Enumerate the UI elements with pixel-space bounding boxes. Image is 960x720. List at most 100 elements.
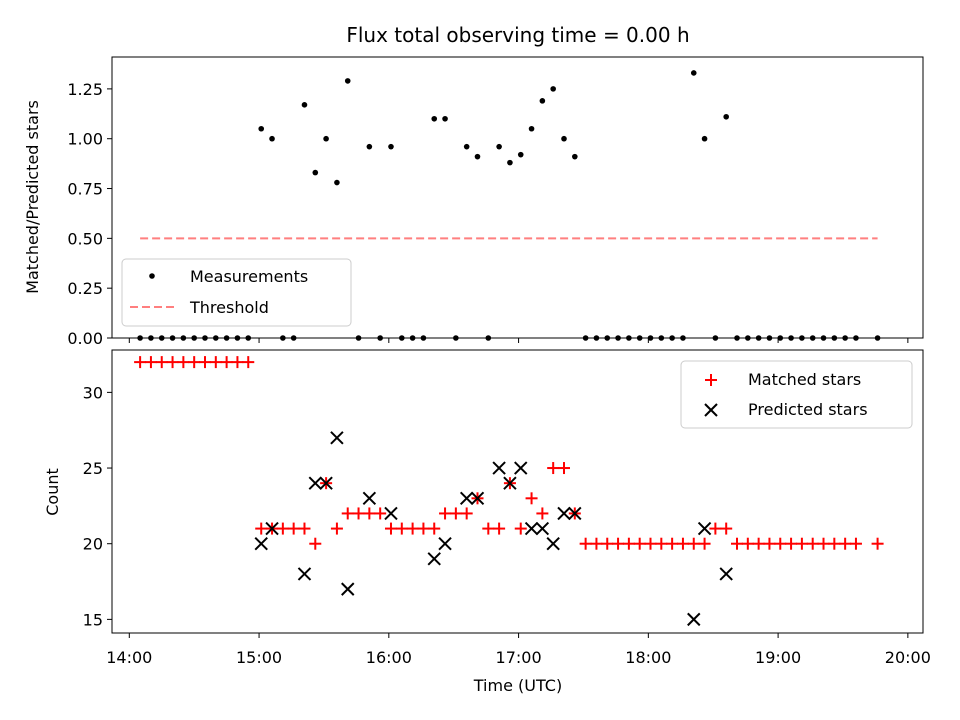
legend-measurements-label: Measurements [190, 267, 308, 286]
predicted-star-x-b [362, 491, 377, 506]
x-tick-label: 14:00 [106, 648, 152, 667]
predicted-star-x-b [384, 506, 398, 521]
predicted-star-x-b [719, 567, 733, 581]
matched-star-point [209, 356, 222, 369]
predicted-star-x-b [254, 537, 268, 551]
x-tick-label: 19:00 [755, 648, 801, 667]
predicted-star-point [514, 461, 528, 475]
measurement-point [334, 179, 340, 186]
measurement-point [496, 143, 502, 150]
measurement-point [301, 102, 308, 108]
matched-star-point [774, 537, 787, 550]
matched-star-point [177, 356, 190, 369]
predicted-star-x-b [568, 506, 582, 521]
matched-star-point [231, 356, 244, 369]
chart-title: Flux total observing time = 0.00 h [346, 23, 689, 47]
matched-star-point [622, 537, 635, 550]
bottom-marks [134, 356, 884, 627]
matched-star-point [644, 537, 657, 550]
predicted-star-x-b [438, 537, 452, 551]
legend-matched-marker [705, 374, 717, 386]
predicted-star-point [384, 506, 398, 521]
predicted-star-x-b [319, 476, 333, 490]
measurement-point [517, 151, 524, 158]
measurement-point [690, 70, 697, 76]
measurement-point [550, 86, 556, 92]
predicted-star-x-b [697, 521, 712, 536]
legend-predicted-marker [704, 403, 718, 417]
predicted-star-point [697, 521, 712, 536]
bottom-axes-frame [111, 349, 924, 634]
matched-star-point [144, 356, 157, 369]
predicted-star-x-b [557, 506, 571, 521]
predicted-star-point [297, 567, 312, 581]
predicted-star-point [568, 506, 582, 521]
top-y-ticks: 0.00 0.25 0.50 0.75 1.00 1.25 [67, 80, 112, 348]
x-tick-label: 15:00 [236, 648, 282, 667]
matched-star-point [287, 522, 300, 535]
matched-star-point [655, 537, 668, 550]
matched-star-point [406, 522, 419, 535]
matched-star-point [871, 537, 884, 550]
top-y-tick-label: 0.25 [67, 279, 103, 298]
matched-star-point [352, 507, 365, 520]
matched-star-point [220, 356, 233, 369]
predicted-star-point [319, 476, 333, 490]
matched-star-point [849, 537, 862, 550]
predicted-star-x-b [341, 582, 355, 596]
matched-star-point [493, 522, 506, 535]
measurement-point [474, 153, 481, 160]
bottom-y-tick-label: 30 [83, 383, 103, 402]
predicted-star-x-b [514, 461, 528, 475]
bottom-y-tick-label: 25 [83, 459, 103, 478]
measurement-point [539, 98, 546, 104]
measurement-point [723, 113, 729, 120]
predicted-star-point [459, 491, 474, 506]
top-y-axis-label: Matched/Predicted stars [23, 100, 42, 294]
matched-star-point [460, 507, 473, 520]
matched-star-point [439, 507, 452, 520]
matched-star-point [752, 537, 765, 550]
measurement-point [312, 169, 319, 176]
predicted-star-point [492, 461, 506, 475]
matched-star-point [676, 537, 689, 550]
matched-star-point [514, 522, 527, 535]
x-tick-label: 18:00 [625, 648, 671, 667]
predicted-star-point [308, 476, 322, 490]
matched-star-point [785, 537, 798, 550]
matched-star-point [374, 507, 387, 520]
predicted-star-x-b [492, 461, 506, 475]
predicted-star-point [470, 491, 485, 506]
matched-star-point [763, 537, 776, 550]
measurement-point [701, 135, 708, 142]
measurement-point [572, 153, 578, 160]
matched-star-point [276, 522, 289, 535]
matched-star-point [309, 537, 322, 550]
predicted-star-x-b [265, 521, 279, 536]
legend-threshold-label: Threshold [189, 298, 269, 317]
matched-star-point [731, 537, 744, 550]
predicted-star-point [362, 491, 377, 506]
legend-predicted-label: Predicted stars [748, 400, 868, 419]
predicted-star-point [254, 537, 268, 551]
matched-star-point [741, 537, 754, 550]
top-panel: 0.00 0.25 0.50 0.75 1.00 1.25 Matched/Predict… [23, 56, 924, 348]
predicted-star-x-b [459, 491, 474, 506]
matched-star-point [633, 537, 646, 550]
matched-star-point [720, 522, 733, 535]
matched-star-point [601, 537, 614, 550]
bottom-y-axis-label: Count [43, 468, 62, 516]
bottom-y-tick-label: 20 [83, 535, 103, 554]
measurement-point [463, 143, 470, 150]
predicted-star-x-b [524, 521, 539, 536]
matched-star-point [330, 522, 343, 535]
predicted-star-x-b [330, 431, 344, 445]
measurement-point [431, 115, 438, 122]
matched-star-point [839, 537, 852, 550]
matched-star-point [536, 507, 549, 520]
bottom-x-ticks: 14:00 15:00 16:00 17:00 18:00 19:00 20:00 [106, 633, 931, 667]
predicted-star-x-b [503, 476, 517, 490]
top-y-tick-label: 1.25 [67, 80, 103, 99]
predicted-star-x-b [470, 491, 485, 506]
matched-star-point [525, 492, 538, 505]
